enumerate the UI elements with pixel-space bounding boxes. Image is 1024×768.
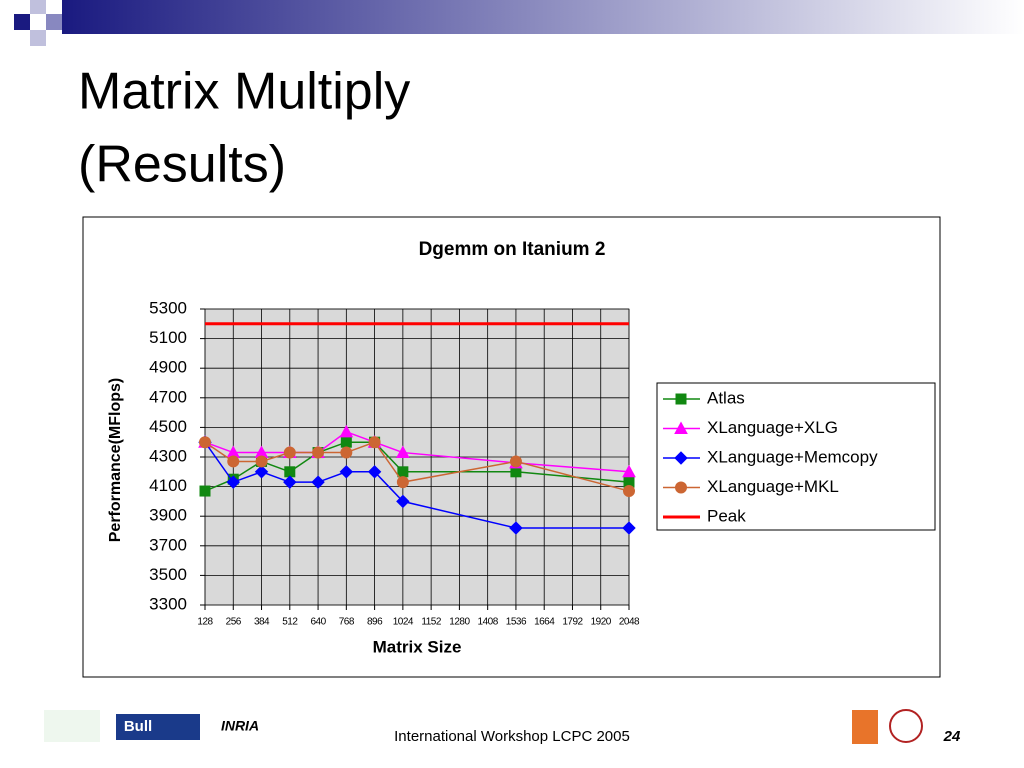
marker	[199, 485, 211, 497]
marker	[312, 446, 325, 459]
marker	[227, 455, 240, 468]
header-bar	[62, 0, 1024, 34]
logo	[116, 714, 200, 740]
x-tick-label: 640	[310, 617, 326, 628]
y-tick-label: 3900	[149, 506, 187, 525]
legend-label: Peak	[707, 506, 746, 525]
marker	[509, 521, 523, 535]
marker	[622, 521, 636, 535]
x-tick-label: 1536	[506, 617, 527, 628]
x-tick-label: 1408	[478, 617, 499, 628]
marker	[283, 446, 296, 459]
legend-label: Atlas	[707, 388, 745, 407]
marker	[199, 436, 211, 449]
x-tick-label: 128	[197, 617, 213, 628]
marker	[254, 465, 269, 479]
marker	[284, 466, 296, 478]
deco-square	[46, 14, 62, 30]
x-tick-label: 768	[339, 617, 355, 628]
y-tick-label: 4500	[149, 417, 187, 436]
x-tick-label: 1920	[591, 617, 612, 628]
legend-marker	[675, 393, 687, 405]
x-tick-label: 1152	[421, 617, 441, 628]
marker	[339, 465, 354, 479]
marker	[311, 475, 325, 489]
marker	[622, 464, 636, 478]
logo	[889, 709, 923, 743]
x-tick-label: 2048	[619, 617, 640, 628]
x-tick-label: 896	[367, 617, 383, 628]
marker	[396, 445, 410, 459]
legend-marker	[675, 481, 687, 494]
y-tick-label: 5300	[149, 298, 187, 317]
footer-text: International Workshop LCPC 2005	[394, 728, 630, 745]
x-tick-label: 1792	[562, 617, 583, 628]
y-axis-label: Performance(MFlops)	[107, 378, 124, 542]
marker	[340, 446, 353, 459]
deco-square	[30, 30, 46, 46]
series-line	[204, 441, 629, 529]
legend-label: XLanguage+Memcopy	[707, 447, 878, 466]
page-number: 24	[943, 728, 961, 745]
y-tick-label: 4700	[149, 387, 187, 406]
marker	[340, 436, 352, 448]
legend-label: XLanguage+XLG	[707, 418, 838, 437]
slide-title: Matrix Multiply	[78, 63, 410, 121]
series-line	[204, 430, 630, 473]
y-tick-label: 3300	[149, 594, 187, 613]
marker	[226, 475, 240, 489]
deco-square	[14, 14, 30, 30]
x-axis-label: Matrix Size	[373, 637, 462, 656]
x-tick-label: 1664	[534, 617, 555, 628]
slide-title: (Results)	[78, 136, 286, 194]
x-tick-label: 256	[226, 617, 242, 628]
y-tick-label: 5100	[149, 328, 187, 347]
marker	[396, 494, 410, 509]
y-tick-label: 3700	[149, 535, 187, 554]
legend-marker	[674, 451, 688, 465]
series-line	[204, 441, 630, 492]
marker	[509, 455, 522, 468]
chart-title: Dgemm on Itanium 2	[419, 239, 606, 260]
logo	[44, 710, 100, 742]
marker	[623, 485, 635, 498]
logo	[852, 710, 878, 744]
legend-box	[656, 382, 936, 531]
y-tick-label: 3500	[149, 565, 187, 584]
x-tick-label: 1280	[449, 617, 470, 628]
y-tick-label: 4300	[149, 446, 187, 465]
logo-text: Bull	[124, 718, 152, 735]
marker	[367, 465, 382, 479]
x-tick-label: 1024	[393, 617, 414, 628]
logo-text: INRIA	[221, 718, 259, 734]
legend-label: XLanguage+MKL	[707, 477, 839, 496]
legend-marker	[674, 421, 688, 434]
marker	[368, 436, 381, 449]
marker	[255, 455, 268, 468]
y-tick-label: 4900	[149, 358, 187, 377]
y-tick-label: 4100	[149, 476, 187, 495]
marker	[396, 476, 409, 489]
x-tick-label: 384	[254, 617, 270, 628]
x-tick-label: 512	[282, 617, 298, 628]
marker	[283, 475, 297, 489]
deco-square	[30, 0, 46, 14]
marker	[339, 424, 354, 438]
marker	[397, 466, 409, 478]
